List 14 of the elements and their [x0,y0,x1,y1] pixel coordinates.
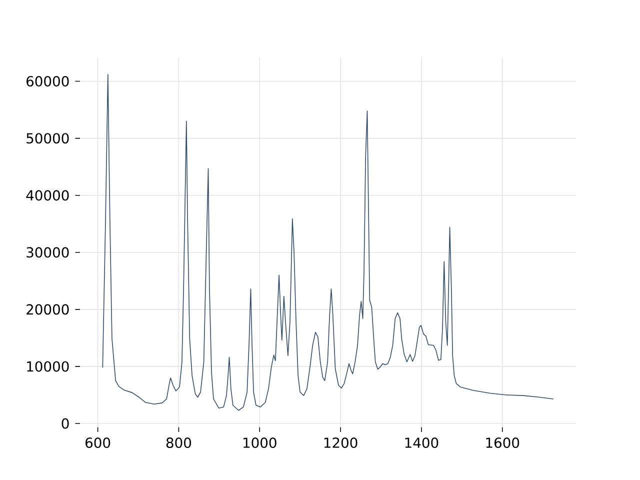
x-tick-label: 600 [86,438,110,448]
x-tick-label: 1600 [486,438,520,448]
y-tick-label: 10000 [27,361,69,372]
y-tick-label: 50000 [26,133,69,144]
y-tick-label: 60000 [26,76,69,87]
line-series [102,74,554,411]
x-tick-label: 1000 [244,438,276,448]
y-tick-label: 30000 [26,247,69,258]
x-tick-label: 1400 [405,438,438,448]
y-tick-label: 0 [62,418,69,429]
x-tick-label: 1200 [324,438,358,448]
y-tick-label: 20000 [26,304,69,315]
x-tick-label: 800 [166,438,192,448]
y-tick-label: 40000 [26,190,69,201]
